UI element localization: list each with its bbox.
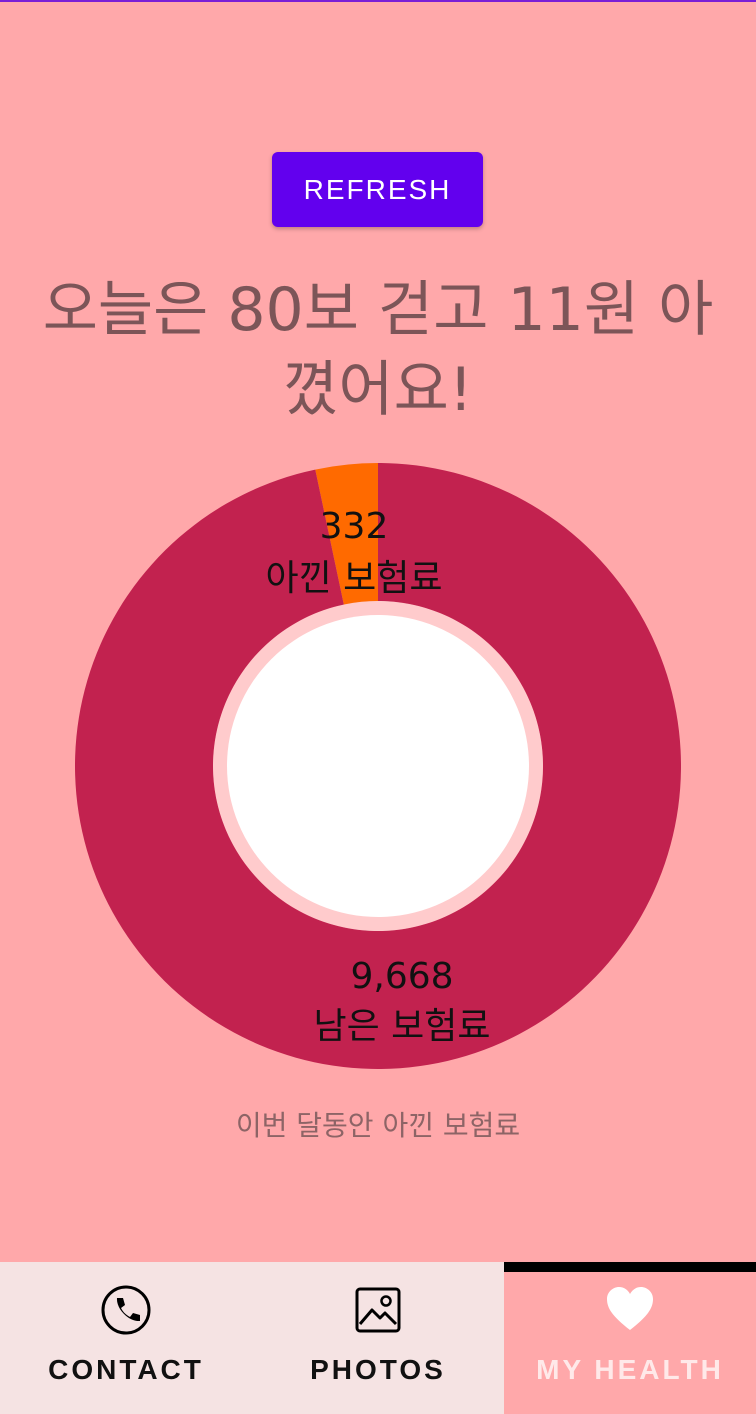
slice-value-label-0: 332 (320, 506, 389, 547)
status-strip (0, 0, 756, 2)
tab-selected-indicator (504, 1262, 756, 1272)
tab-photos-label: PHOTOS (310, 1354, 446, 1385)
donut-slice-0 (315, 463, 378, 605)
tab-my-health-label: MY HEALTH (536, 1354, 724, 1385)
refresh-button[interactable]: REFRESH (272, 152, 483, 227)
slice-name-label-1: 남은 보험료 (313, 1006, 490, 1047)
tab-contact[interactable]: CONTACT (0, 1262, 252, 1414)
donut-hole (227, 615, 529, 917)
heart-icon (607, 1287, 653, 1330)
image-icon (355, 1287, 401, 1333)
slice-name-label-0: 아낀 보험료 (265, 558, 442, 599)
slice-value-label-1: 9,668 (350, 956, 453, 997)
tab-contact-label: CONTACT (48, 1354, 204, 1385)
savings-headline: 오늘은 80보 걷고 11원 아꼈어요! (42, 275, 714, 425)
bottom-tab-bar: CONTACT PHOTOS MY HEALTH (0, 1262, 756, 1414)
donut-slice-1 (74, 463, 681, 1069)
chart-caption: 이번 달동안 아낀 보험료 (235, 1109, 521, 1142)
phone-icon (101, 1285, 151, 1335)
tab-photos[interactable]: PHOTOS (252, 1262, 504, 1414)
savings-donut-chart: 332 아낀 보험료 9,668 남은 보험료 (74, 463, 681, 1069)
tab-my-health[interactable]: MY HEALTH (504, 1262, 756, 1414)
